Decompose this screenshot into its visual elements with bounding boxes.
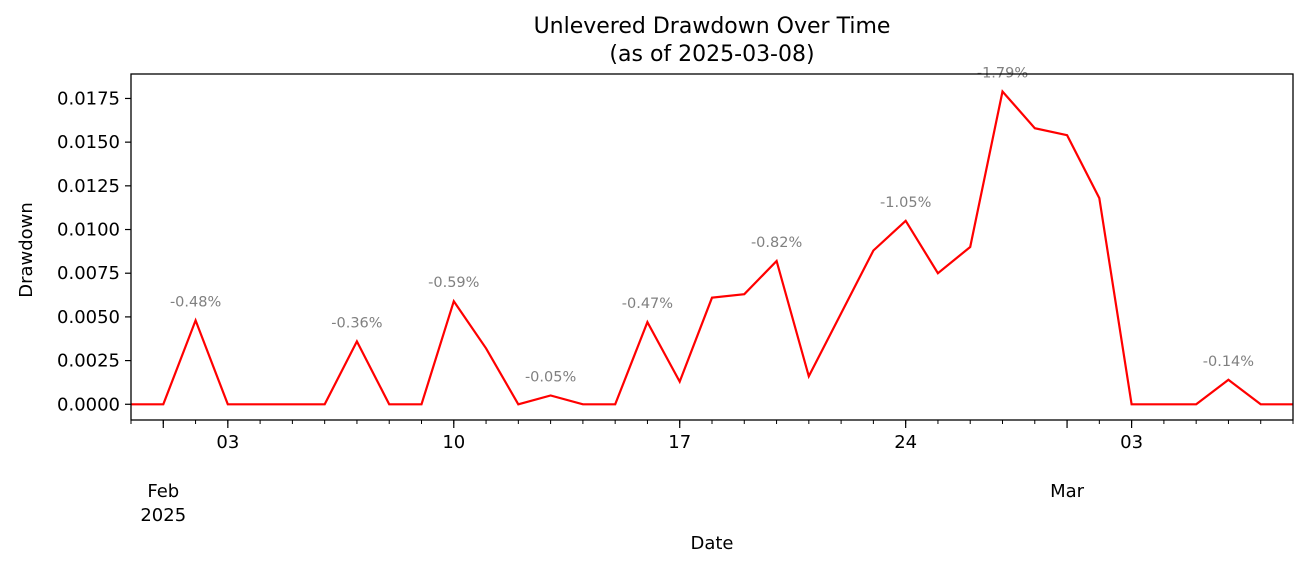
x-year-label: 2025 xyxy=(140,505,186,526)
drawdown-annotation: -0.36% xyxy=(331,315,382,331)
x-axis-label: Date xyxy=(690,533,733,554)
drawdown-annotation: -1.05% xyxy=(880,195,931,211)
x-tick-label: 17 xyxy=(668,432,691,453)
y-tick-label: 0.0175 xyxy=(57,88,120,109)
drawdown-annotation: -0.48% xyxy=(170,294,221,310)
plot-area-frame xyxy=(130,73,1294,421)
y-tick-label: 0.0100 xyxy=(57,220,120,241)
chart-title: Unlevered Drawdown Over Time xyxy=(534,14,891,39)
drawdown-annotation: -0.47% xyxy=(622,296,673,312)
y-tick-label: 0.0150 xyxy=(57,132,120,153)
x-tick-label: 24 xyxy=(894,432,917,453)
y-tick-label: 0.0125 xyxy=(57,176,120,197)
drawdown-series-line xyxy=(131,89,1293,406)
y-tick-label: 0.0025 xyxy=(57,351,120,372)
x-month-label: Feb xyxy=(147,481,179,502)
x-month-label: Mar xyxy=(1050,481,1085,502)
y-tick-label: 0.0075 xyxy=(57,263,120,284)
chart-subtitle: (as of 2025-03-08) xyxy=(609,42,814,67)
x-tick-label: 03 xyxy=(1120,432,1143,453)
y-tick-label: 0.0050 xyxy=(57,307,120,328)
x-tick-label: 03 xyxy=(216,432,239,453)
drawdown-annotation: -0.14% xyxy=(1203,354,1254,370)
y-axis-label: Drawdown xyxy=(16,202,37,298)
drawdown-annotation: -0.59% xyxy=(428,275,479,291)
drawdown-annotation: -0.05% xyxy=(525,370,576,386)
x-tick-label: 10 xyxy=(442,432,465,453)
y-tick-label: 0.0000 xyxy=(57,394,120,415)
drawdown-annotation: -0.82% xyxy=(751,235,802,251)
